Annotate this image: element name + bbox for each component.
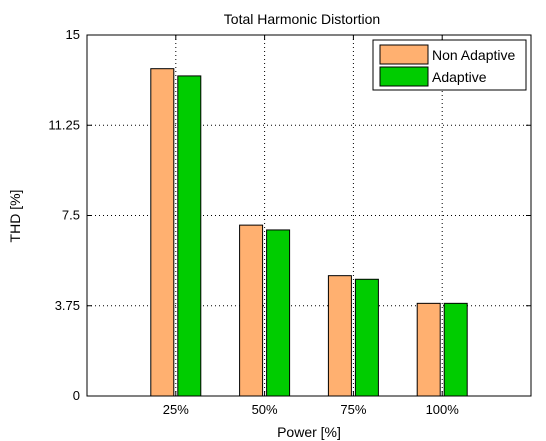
legend: Non Adaptive Adaptive xyxy=(372,39,527,91)
y-tick-label: 3.75 xyxy=(55,298,80,313)
legend-swatch-adaptive xyxy=(379,66,429,87)
x-tick-label: 50% xyxy=(252,402,278,417)
y-tick-label: 0 xyxy=(73,388,80,403)
x-axis-label: Power [%] xyxy=(277,424,341,440)
bar-adaptive-100pct xyxy=(443,302,468,397)
bar-adaptive-50pct xyxy=(266,229,291,397)
legend-label-adaptive: Adaptive xyxy=(432,69,487,85)
x-tick-label: 75% xyxy=(340,402,366,417)
y-tick-label: 11.25 xyxy=(48,117,80,132)
legend-swatch-non-adaptive xyxy=(379,44,429,65)
bar-adaptive-25pct xyxy=(177,75,202,397)
y-tick-label: 7.5 xyxy=(62,208,80,223)
bar-non-adaptive-100pct xyxy=(416,302,441,397)
x-tick-label: 100% xyxy=(426,402,460,417)
legend-label-non-adaptive: Non Adaptive xyxy=(432,47,515,63)
y-tick-label: 15 xyxy=(66,27,80,42)
bars xyxy=(150,68,468,397)
bar-non-adaptive-25pct xyxy=(150,68,175,397)
y-axis-ticks: 0 3.75 7.5 11.25 15 xyxy=(48,27,531,403)
x-axis-ticks: 25% 50% 75% 100% xyxy=(163,35,459,417)
chart-title: Total Harmonic Distortion xyxy=(224,11,380,27)
grid-lines xyxy=(87,35,531,396)
x-tick-label: 25% xyxy=(163,402,189,417)
bar-non-adaptive-75pct xyxy=(327,275,352,397)
bar-non-adaptive-50pct xyxy=(239,224,264,397)
y-axis-label: THD [%] xyxy=(7,190,23,243)
bar-adaptive-75pct xyxy=(354,278,379,397)
